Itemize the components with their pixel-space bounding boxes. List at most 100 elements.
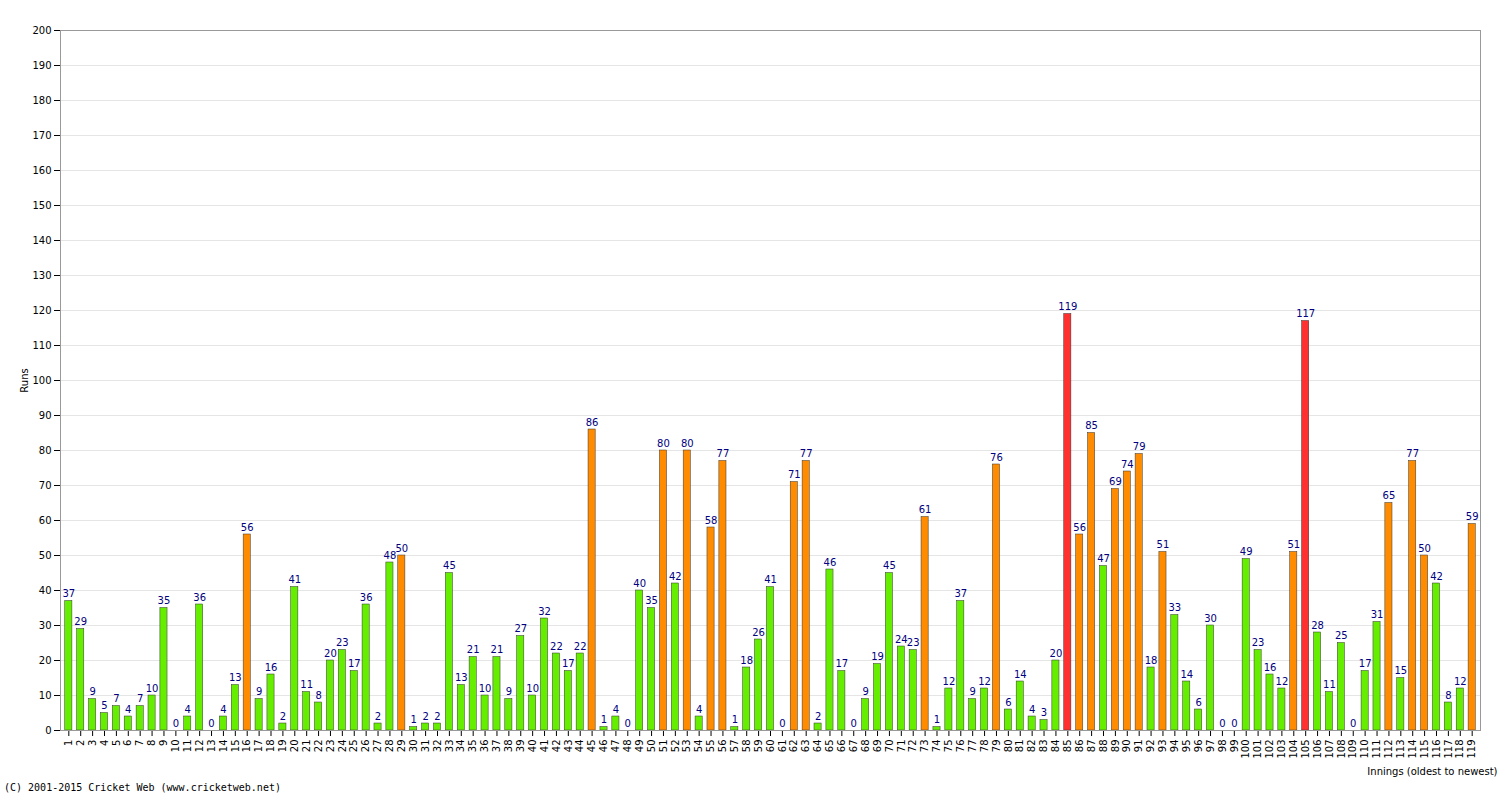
svg-text:41: 41 (288, 574, 301, 585)
svg-text:10: 10 (146, 683, 159, 694)
svg-text:24: 24 (895, 634, 908, 645)
svg-text:32: 32 (538, 606, 551, 617)
svg-text:49: 49 (634, 740, 645, 753)
svg-text:30: 30 (39, 620, 52, 631)
svg-text:98: 98 (1217, 740, 1228, 753)
svg-text:0: 0 (779, 718, 785, 729)
svg-text:12: 12 (1276, 676, 1289, 687)
svg-text:69: 69 (872, 740, 883, 753)
svg-text:0: 0 (625, 718, 631, 729)
svg-text:56: 56 (1073, 522, 1086, 533)
svg-text:22: 22 (313, 740, 324, 753)
svg-text:70: 70 (39, 480, 52, 491)
svg-text:11: 11 (300, 679, 313, 690)
svg-text:140: 140 (32, 235, 51, 246)
svg-text:109: 109 (1347, 740, 1358, 759)
svg-text:95: 95 (1181, 740, 1192, 753)
svg-text:25: 25 (348, 740, 359, 753)
svg-text:20: 20 (1050, 648, 1063, 659)
svg-text:53: 53 (681, 740, 692, 753)
svg-text:27: 27 (514, 623, 527, 634)
svg-text:4: 4 (696, 704, 702, 715)
svg-text:28: 28 (1311, 620, 1324, 631)
svg-text:90: 90 (1121, 740, 1132, 753)
svg-text:18: 18 (740, 655, 753, 666)
svg-text:94: 94 (1169, 740, 1180, 753)
svg-text:60: 60 (765, 740, 776, 753)
svg-text:11: 11 (1323, 679, 1336, 690)
svg-text:6: 6 (122, 740, 133, 746)
svg-text:50: 50 (1418, 543, 1431, 554)
svg-text:52: 52 (670, 740, 681, 753)
svg-text:3: 3 (87, 740, 98, 746)
svg-text:1: 1 (63, 740, 74, 746)
svg-text:36: 36 (360, 592, 373, 603)
svg-text:200: 200 (32, 25, 51, 36)
svg-text:30: 30 (408, 740, 419, 753)
svg-text:0: 0 (1219, 718, 1225, 729)
svg-text:89: 89 (1110, 740, 1121, 753)
svg-text:160: 160 (32, 165, 51, 176)
svg-text:18: 18 (265, 740, 276, 753)
svg-text:56: 56 (241, 522, 254, 533)
svg-text:47: 47 (610, 740, 621, 753)
svg-text:10: 10 (526, 683, 539, 694)
svg-text:76: 76 (955, 740, 966, 753)
svg-text:41: 41 (764, 574, 777, 585)
svg-text:82: 82 (1026, 740, 1037, 753)
svg-text:24: 24 (337, 740, 348, 753)
svg-text:23: 23 (336, 637, 349, 648)
svg-text:48: 48 (384, 550, 397, 561)
svg-text:57: 57 (729, 740, 740, 753)
svg-text:67: 67 (848, 740, 859, 753)
svg-text:25: 25 (1335, 630, 1348, 641)
svg-text:44: 44 (574, 740, 585, 753)
svg-text:80: 80 (1003, 740, 1014, 753)
svg-text:66: 66 (836, 740, 847, 753)
svg-text:112: 112 (1383, 740, 1394, 759)
svg-text:150: 150 (32, 200, 51, 211)
svg-text:86: 86 (586, 417, 599, 428)
svg-text:4: 4 (185, 704, 191, 715)
svg-text:108: 108 (1336, 740, 1347, 759)
svg-text:22: 22 (574, 641, 587, 652)
svg-text:80: 80 (39, 445, 52, 456)
svg-text:106: 106 (1312, 740, 1323, 759)
svg-text:5: 5 (101, 700, 107, 711)
svg-text:0: 0 (173, 718, 179, 729)
svg-text:9: 9 (158, 740, 169, 746)
svg-text:45: 45 (443, 560, 456, 571)
svg-text:59: 59 (753, 740, 764, 753)
svg-text:21: 21 (467, 644, 480, 655)
svg-text:7: 7 (134, 740, 145, 746)
svg-text:3: 3 (1041, 707, 1047, 718)
svg-text:50: 50 (646, 740, 657, 753)
svg-text:18: 18 (1145, 655, 1158, 666)
svg-text:23: 23 (325, 740, 336, 753)
svg-text:45: 45 (883, 560, 896, 571)
svg-text:4: 4 (99, 740, 110, 746)
svg-text:31: 31 (1371, 609, 1384, 620)
svg-text:77: 77 (717, 448, 730, 459)
svg-text:12: 12 (194, 740, 205, 753)
svg-text:75: 75 (943, 740, 954, 753)
svg-text:37: 37 (62, 588, 75, 599)
svg-text:46: 46 (824, 557, 837, 568)
svg-text:170: 170 (32, 130, 51, 141)
svg-text:2: 2 (422, 711, 428, 722)
svg-text:4: 4 (125, 704, 131, 715)
svg-text:50: 50 (39, 550, 52, 561)
svg-text:120: 120 (32, 305, 51, 316)
svg-text:17: 17 (1359, 658, 1372, 669)
svg-text:55: 55 (705, 740, 716, 753)
svg-text:0: 0 (208, 718, 214, 729)
svg-text:93: 93 (1157, 740, 1168, 753)
svg-text:97: 97 (1205, 740, 1216, 753)
svg-text:12: 12 (943, 676, 956, 687)
svg-text:118: 118 (1454, 740, 1465, 759)
svg-text:16: 16 (241, 740, 252, 753)
svg-text:100: 100 (1240, 740, 1251, 759)
svg-text:27: 27 (372, 740, 383, 753)
svg-text:59: 59 (1466, 511, 1479, 522)
svg-text:101: 101 (1252, 740, 1263, 759)
